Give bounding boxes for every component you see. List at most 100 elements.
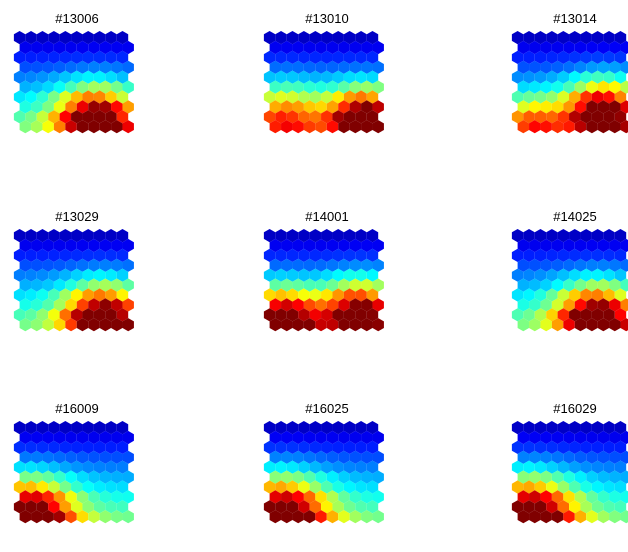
hex-cell xyxy=(586,100,598,114)
hex-cell xyxy=(511,440,524,454)
hex-cell xyxy=(338,490,350,504)
hex-cell xyxy=(580,31,592,45)
panel-title: #13029 xyxy=(55,209,99,224)
hex-cell xyxy=(343,229,356,243)
hex-cell xyxy=(19,60,32,74)
hex-cell xyxy=(591,248,604,262)
hex-cell xyxy=(99,510,112,524)
hex-cell xyxy=(569,70,581,84)
hex-cell xyxy=(71,421,83,435)
hex-cell xyxy=(99,470,112,484)
hex-cell xyxy=(523,110,535,124)
hex-cell xyxy=(326,450,339,464)
hex-cell xyxy=(116,421,129,435)
hex-cell xyxy=(59,110,72,124)
hex-cell xyxy=(309,31,322,45)
hex-cell xyxy=(298,480,310,494)
hex-cell xyxy=(529,430,541,445)
hex-cell xyxy=(586,120,598,134)
hex-cell xyxy=(303,80,316,94)
hex-cell xyxy=(116,500,129,514)
hex-cell xyxy=(25,288,37,302)
panel-title: #16009 xyxy=(55,401,99,416)
hex-cell xyxy=(574,40,587,55)
hex-cell xyxy=(281,120,293,134)
hex-cell xyxy=(111,120,123,134)
hex-cell xyxy=(569,248,581,262)
hex-cell xyxy=(603,229,615,243)
hex-cell xyxy=(620,100,628,114)
hex-cell xyxy=(93,31,106,45)
hex-cell xyxy=(309,90,322,104)
hex-cell xyxy=(603,70,615,84)
hex-cell xyxy=(99,430,112,445)
hex-cell xyxy=(614,480,627,494)
hex-cell xyxy=(614,50,627,64)
hex-cell xyxy=(116,70,129,84)
hex-cell xyxy=(292,298,304,312)
hex-cell xyxy=(580,440,592,454)
hex-cell xyxy=(76,278,89,292)
hex-cell xyxy=(309,248,322,262)
hex-cell xyxy=(546,288,558,302)
hex-cell xyxy=(298,460,310,474)
hex-cell xyxy=(292,450,304,464)
hex-cell xyxy=(372,430,384,445)
hex-cell xyxy=(111,100,123,114)
hex-cell xyxy=(36,110,49,124)
hex-cell xyxy=(609,120,621,134)
hex-cell xyxy=(332,31,344,45)
hex-cell xyxy=(597,450,610,464)
hex-cell xyxy=(546,90,558,104)
hex-cell xyxy=(19,450,32,464)
hex-cell xyxy=(609,278,621,292)
hex-cell xyxy=(563,318,575,332)
hex-cell xyxy=(366,248,379,262)
hex-cell xyxy=(275,500,287,514)
hex-cell xyxy=(609,238,621,253)
hex-cell xyxy=(529,450,541,464)
hex-cell xyxy=(263,50,276,64)
hex-cell xyxy=(523,50,535,64)
hex-cell xyxy=(42,120,54,134)
hex-cell xyxy=(603,50,615,64)
hex-cell xyxy=(557,31,570,45)
hex-cell xyxy=(111,278,123,292)
hex-cell xyxy=(355,288,367,302)
hex-cell xyxy=(366,229,379,243)
hex-cell xyxy=(372,278,384,292)
hex-cell xyxy=(99,298,112,312)
hex-cell xyxy=(59,70,72,84)
hex-cell xyxy=(540,490,552,504)
hex-cell xyxy=(286,440,299,454)
hex-cell xyxy=(65,80,77,94)
hex-cell xyxy=(263,248,276,262)
hex-cell xyxy=(366,421,379,435)
hex-cell xyxy=(111,258,123,272)
hex-cell xyxy=(36,500,49,514)
hex-cell xyxy=(292,318,304,332)
hex-cell xyxy=(93,248,106,262)
hex-cell xyxy=(332,308,344,322)
hex-cell xyxy=(59,268,72,282)
hex-cell xyxy=(309,308,322,322)
hex-cell xyxy=(569,288,581,302)
hex-cell xyxy=(281,430,293,445)
hex-cell xyxy=(511,90,524,104)
hex-cell xyxy=(281,510,293,524)
hex-cell xyxy=(275,480,287,494)
som-heatmap xyxy=(263,421,384,524)
hex-cell xyxy=(517,80,530,94)
hex-cell xyxy=(361,100,373,114)
hex-cell xyxy=(42,258,54,272)
hex-cell xyxy=(321,480,333,494)
hex-cell xyxy=(534,31,547,45)
hex-cell xyxy=(88,298,100,312)
hex-cell xyxy=(540,510,552,524)
hex-cell xyxy=(93,110,106,124)
hex-cell xyxy=(65,298,77,312)
hex-cell xyxy=(574,510,587,524)
hex-cell xyxy=(586,470,598,484)
hex-cell xyxy=(315,470,327,484)
hex-cell xyxy=(36,288,49,302)
